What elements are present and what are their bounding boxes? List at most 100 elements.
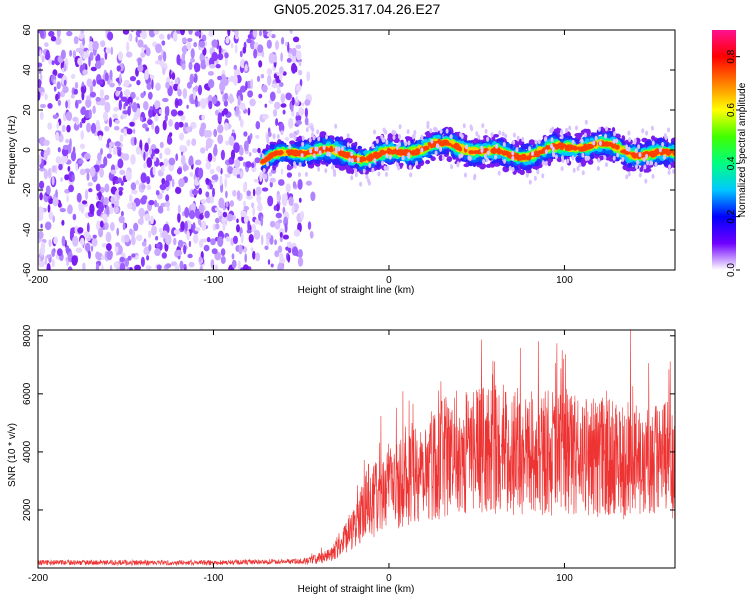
spectrogram-noise-cell [296,120,302,126]
spectrogram-noise-cell [110,46,114,56]
spectrogram-noise-cell [98,227,104,238]
spectrogram-noise-cell [40,223,43,229]
spectrogram-noise-cell [246,229,252,234]
spectrogram-noise-cell [88,109,92,119]
spectrogram-noise-cell [148,199,155,206]
spectrogram-noise-cell [179,260,184,270]
spectrogram-noise-cell [262,30,267,36]
spectrogram-noise-cell [237,156,244,162]
spectrogram-noise-cell [280,52,283,62]
spectrogram-noise-cell [43,168,49,180]
spectrogram-noise-cell [285,41,288,47]
spectrogram-noise-cell [59,208,66,213]
spectrogram-noise-cell [130,154,136,165]
spectrogram-noise-cell [219,81,226,92]
spectrogram-noise-cell [80,30,85,35]
spectrogram-noise-cell [251,202,255,209]
spectrogram-noise-cell [213,145,218,157]
spectrogram-noise-cell [104,125,110,132]
spectrogram-signal-cell [334,136,341,142]
spectrogram-signal-cell [322,137,327,144]
spectrogram-noise-cell [38,154,42,166]
spectrogram-noise-cell [146,184,152,190]
spectrogram-noise-cell [298,107,305,117]
spectrogram-noise-cell [195,99,199,108]
spectrogram-signal-cell [357,145,363,150]
spectrogram-noise-cell [143,101,149,111]
spectrogram-noise-cell [217,236,224,248]
spectrogram-noise-cell [92,40,99,51]
spectrogram-noise-cell [81,89,85,101]
spectrogram-noise-cell [38,230,44,240]
spectrogram-noise-cell [157,205,164,214]
spectrogram-noise-cell [179,145,185,152]
spectrogram-noise-cell [218,197,225,209]
spectrogram-noise-cell [147,230,152,239]
spectrogram-noise-cell [123,128,128,137]
spectrogram-noise-cell [248,234,254,243]
spectrogram-noise-cell [286,172,292,178]
spectrogram-noise-cell [158,227,163,233]
spectrogram-noise-cell [131,102,138,113]
spectrogram-noise-cell [80,107,87,116]
spectrogram-noise-cell [56,248,63,257]
spectrogram-noise-cell [48,239,52,248]
spectrogram-noise-cell [118,99,123,111]
spectrogram-noise-cell [234,44,238,54]
spectrogram-noise-cell [95,96,101,102]
spectrogram-noise-cell [126,41,130,53]
spectrogram-noise-cell [186,139,191,147]
spectrogram-noise-cell [280,103,287,108]
spectrogram-noise-cell [175,187,182,194]
spectrogram-noise-cell [63,63,67,72]
spectrogram-noise-cell [217,53,224,61]
spectrogram-noise-cell [201,220,207,231]
spectrogram-noise-cell [257,147,261,154]
spectrogram-noise-cell [115,86,122,92]
spectrogram-noise-cell [187,253,193,259]
spectrogram-noise-cell [130,182,137,191]
spectrogram-noise-cell [296,111,299,117]
spectrogram-noise-cell [129,76,137,82]
spectrogram-noise-cell [149,106,154,111]
spectrogram-noise-cell [44,93,48,101]
spectrogram-noise-cell [282,109,286,115]
spectrogram-noise-cell [113,261,120,269]
spectrogram-noise-cell [188,157,194,166]
spectrogram-noise-cell [208,100,213,110]
spectrogram-noise-cell [131,253,136,258]
spectrogram-noise-cell [90,66,97,72]
spectrogram-noise-cell [287,247,292,254]
spectrogram-noise-cell [260,234,264,246]
spectrogram-noise-cell [239,146,244,156]
spectrogram-noise-cell [122,153,130,161]
spectrogram-noise-cell [252,207,256,217]
spectrogram-noise-cell [67,204,73,215]
spectrogram-noise-cell [205,144,209,152]
spectrogram-signal-cell [325,143,331,147]
spectrogram-noise-cell [64,174,70,181]
spectrogram-noise-cell [248,152,252,157]
spectrogram-noise-cell [292,36,300,43]
spectrogram-noise-cell [266,32,273,38]
spectrogram-noise-cell [161,40,166,46]
spectrogram-noise-cell [187,38,193,42]
spectrogram-noise-cell [99,220,104,228]
spectrogram-noise-cell [261,187,269,192]
spectrogram-noise-cell [65,245,70,254]
spectrogram-noise-cell [141,30,147,40]
spectrogram-noise-cell [164,114,168,122]
spectrogram-noise-cell [79,121,83,128]
spectrogram-cells [38,30,675,270]
spectrogram-signal-cell [350,167,355,175]
spectrogram-noise-cell [116,198,119,208]
spectrogram-noise-cell [198,40,206,48]
spectrogram-signal-cell [415,157,423,162]
spectrogram-signal-cell [585,138,590,144]
spectrogram-noise-cell [164,106,168,116]
spectrogram-noise-cell [115,90,120,97]
spectrogram-noise-cell [46,254,51,259]
spectrogram-noise-cell [95,60,102,69]
spectrogram-noise-cell [72,146,76,155]
spectrogram-noise-cell [154,199,158,208]
